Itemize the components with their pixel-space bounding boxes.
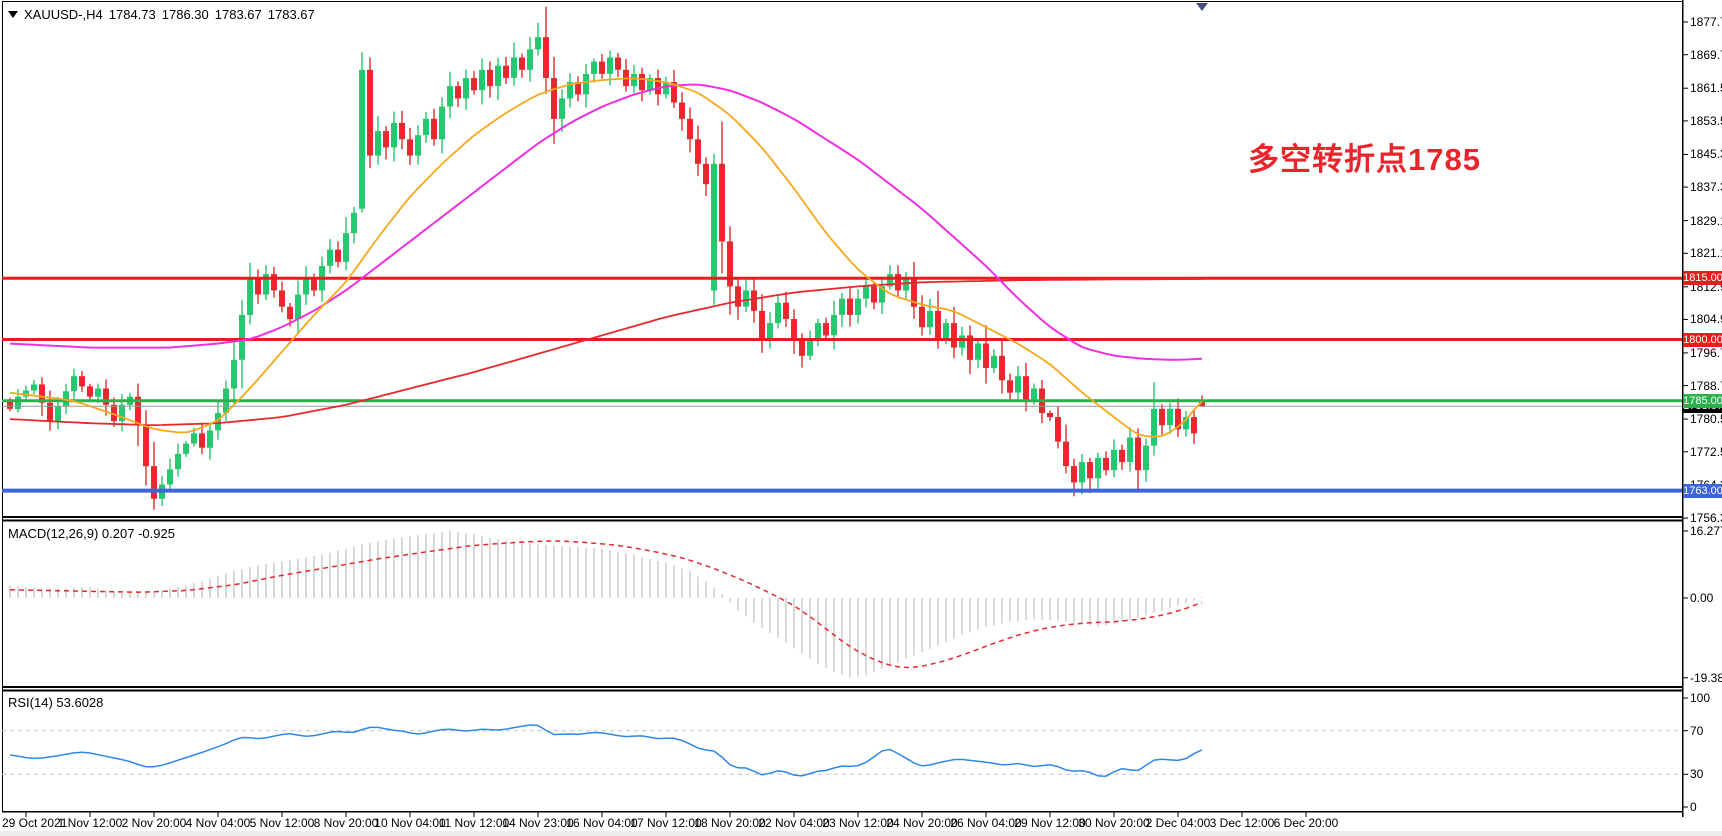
price-level-lines (2, 276, 1682, 493)
price-axis-label: 1756.30 (1690, 511, 1722, 525)
rsi-axis-label: 0 (1690, 800, 1697, 814)
ma-mid-line (9, 83, 1203, 361)
price-axis-label: 1788.70 (1690, 378, 1722, 393)
rsi-axis-label: 100 (1690, 691, 1711, 705)
time-axis-label: 10 Nov 04:00 (374, 816, 446, 830)
price-axis-label: 1861.50 (1690, 81, 1722, 96)
price-level-badge: 1815.00 (1683, 271, 1722, 286)
window-bottom-edge (0, 831, 1722, 836)
ma-fast-line (9, 77, 1203, 438)
macd-axis-label: -19.389 (1690, 670, 1722, 685)
time-axis-label: 4 Nov 04:00 (185, 816, 251, 830)
ma-slow-line (9, 278, 1202, 427)
time-axis-label: 17 Nov 12:00 (630, 816, 702, 830)
price-axis-label: 1845.30 (1690, 147, 1722, 162)
price-axis-label: 1780.50 (1690, 412, 1722, 427)
time-axis-label: 30 Nov 20:00 (1078, 816, 1150, 830)
time-axis-label: 14 Nov 23:00 (502, 816, 574, 830)
time-axis-label: 2 Dec 04:00 (1145, 816, 1211, 830)
time-axis-label: 18 Nov 20:00 (694, 816, 766, 830)
price-axis-label: 1877.70 (1690, 15, 1722, 29)
price-axis-label: 1772.50 (1690, 444, 1722, 459)
price-axis-label: 1796.70 (1690, 345, 1722, 360)
bar-open: 1784.73 (108, 7, 156, 22)
price-level-badge: 1800.00 (1683, 332, 1722, 347)
bar-high: 1786.30 (161, 7, 209, 22)
time-axis-label: 29 Nov 12:00 (1014, 816, 1086, 830)
time-axis-label: 23 Nov 12:00 (822, 816, 894, 830)
bar-low: 1783.67 (214, 7, 262, 22)
rsi-indicator-label: RSI(14) 53.6028 (8, 695, 104, 710)
time-axis-label: 6 Dec 20:00 (1273, 816, 1339, 830)
main-chart-plot[interactable] (2, 2, 1682, 516)
rsi-axis-label: 30 (1690, 767, 1704, 782)
price-axis-label: 1821.10 (1690, 246, 1722, 261)
bar-close: 1783.67 (267, 7, 315, 22)
price-axis-label: 1804.90 (1690, 312, 1722, 327)
macd-axis-label: 16.277 (1690, 524, 1722, 538)
macd-plot[interactable] (2, 522, 1682, 686)
time-axis-label: 11 Nov 12:00 (438, 816, 510, 830)
time-axis-label: 2 Nov 20:00 (121, 816, 187, 830)
axis-ticks (25, 21, 1688, 817)
time-axis-label: 16 Nov 04:00 (566, 816, 638, 830)
price-axis-label: 1837.30 (1690, 180, 1722, 195)
symbol-dropdown-icon (8, 11, 18, 18)
time-axis-label: 1 Nov 12:00 (57, 816, 123, 830)
symbol-header: XAUUSD-,H4 1784.73 1786.30 1783.67 1783.… (8, 7, 315, 22)
macd-signal-line (9, 540, 1203, 669)
time-axis-label: 5 Nov 12:00 (249, 816, 315, 830)
chart-shift-marker-icon[interactable] (1196, 3, 1208, 11)
rsi-level-lines (2, 730, 1682, 775)
rsi-line (9, 724, 1203, 777)
time-axis-label: 26 Nov 04:00 (950, 816, 1022, 830)
rsi-plot[interactable] (2, 692, 1682, 811)
rsi-axis-label: 70 (1690, 723, 1704, 738)
macd-indicator-label: MACD(12,26,9) 0.207 -0.925 (8, 526, 175, 541)
macd-histogram (9, 531, 1203, 678)
time-axis-label: 3 Dec 12:00 (1209, 816, 1275, 830)
price-axis-label: 1869.70 (1690, 47, 1722, 62)
time-axis-label: 29 Oct 2021 (2, 816, 68, 830)
price-level-badge: 1763.00 (1683, 483, 1722, 498)
price-axis-label: 1829.10 (1690, 213, 1722, 228)
symbol-period: XAUUSD-,H4 (24, 7, 103, 22)
time-axis-label: 8 Nov 20:00 (313, 816, 379, 830)
macd-axis-label: 0.00 (1690, 591, 1714, 605)
time-axis-label: 22 Nov 04:00 (758, 816, 830, 830)
time-axis-label: 24 Nov 20:00 (886, 816, 958, 830)
candles-layer (7, 6, 1205, 510)
price-axis-label: 1853.50 (1690, 113, 1722, 128)
price-level-badge: 1785.00 (1683, 393, 1722, 408)
chart-annotation-text: 多空转折点1785 (1248, 142, 1481, 177)
